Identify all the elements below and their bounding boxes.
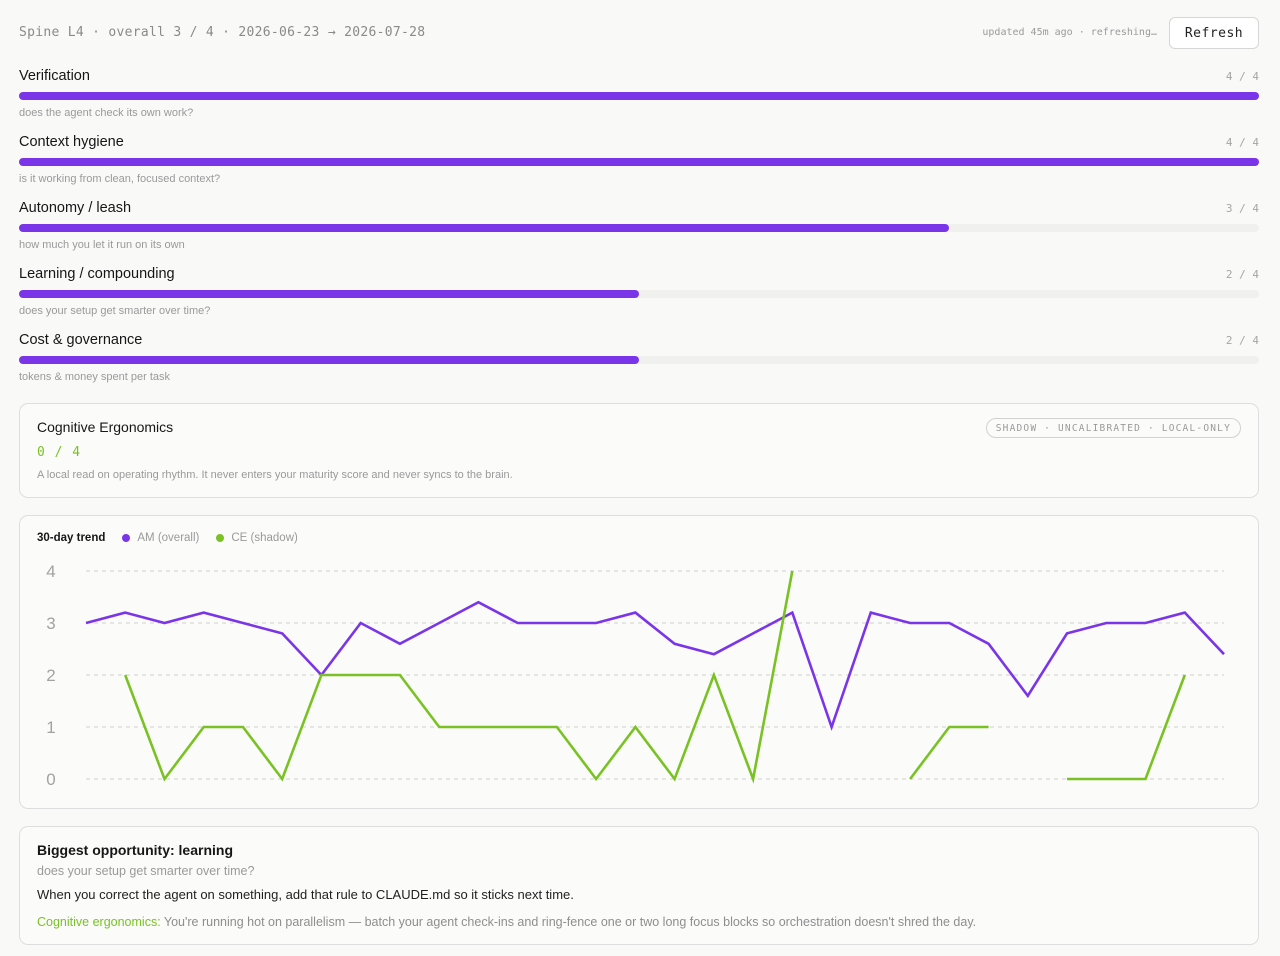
dimension-title: Context hygiene	[19, 134, 124, 150]
ce-status-badge: SHADOW · UNCALIBRATED · LOCAL-ONLY	[985, 418, 1241, 438]
dimension-title: Cost & governance	[19, 332, 143, 348]
progress-fill	[19, 92, 1259, 100]
legend-am-label: AM (overall)	[137, 532, 200, 544]
dimension-verification: Verification 4 / 4 does the agent check …	[19, 66, 1259, 132]
legend-am-dot-icon	[122, 534, 131, 542]
dimension-description: tokens & money spent per task	[19, 371, 171, 383]
dimension-title: Verification	[19, 68, 90, 84]
ce-note-label: Cognitive ergonomics:	[37, 915, 161, 929]
dimension-description: how much you let it run on its own	[19, 239, 185, 251]
series-line-am	[85, 600, 1225, 732]
y-tick-label: 0	[46, 770, 55, 789]
dimension-score: 2 / 4	[1225, 334, 1259, 347]
top-bar: Spine L4 · overall 3 / 4 · 2026-06-23 → …	[19, 17, 1259, 50]
y-tick-label: 2	[46, 666, 55, 685]
ce-title: Cognitive Ergonomics	[37, 419, 174, 435]
series-line-ce	[123, 570, 1187, 784]
trend-card: 0 1 2 3 4 30-day trend AM (overall) CE (shad…	[19, 515, 1259, 809]
dimension-list: Verification 4 / 4 does the agent check …	[19, 66, 1259, 396]
opportunity-title: Biggest opportunity: learning	[37, 842, 233, 858]
opportunity-card: Biggest opportunity: learning does your …	[19, 826, 1259, 945]
dimension-score: 4 / 4	[1225, 136, 1259, 149]
dimension-score: 3 / 4	[1225, 202, 1259, 215]
progress-fill	[19, 356, 639, 364]
dimension-learning: Learning / compounding 2 / 4 does your s…	[19, 264, 1259, 330]
trend-chart: 0 1 2 3 4	[46, 562, 1225, 789]
dimension-score: 2 / 4	[1225, 268, 1259, 281]
opportunity-body: When you correct the agent on something,…	[37, 887, 574, 902]
dimension-description: does the agent check its own work?	[19, 107, 194, 119]
progress-fill	[19, 290, 639, 298]
ce-description: A local read on operating rhythm. It nev…	[37, 469, 513, 481]
legend-ce: CE (shadow)	[216, 532, 298, 544]
cognitive-ergonomics-card: Cognitive Ergonomics 0 / 4 A local read …	[19, 403, 1259, 498]
progress-fill	[19, 224, 949, 232]
legend-am: AM (overall)	[122, 532, 199, 544]
trend-header: 30-day trend AM (overall) CE (shadow)	[37, 530, 315, 546]
y-tick-label: 4	[46, 562, 55, 581]
update-status: updated 45m ago · refreshing…	[982, 27, 1157, 38]
breadcrumb: Spine L4 · overall 3 / 4 · 2026-06-23 → …	[19, 25, 426, 40]
progress-track	[19, 224, 1259, 232]
y-tick-label: 3	[46, 614, 55, 633]
progress-track	[19, 158, 1259, 166]
dimension-title: Learning / compounding	[19, 266, 175, 282]
dimension-cost-governance: Cost & governance 2 / 4 tokens & money s…	[19, 330, 1259, 396]
dimension-autonomy: Autonomy / leash 3 / 4 how much you let …	[19, 198, 1259, 264]
trend-title: 30-day trend	[37, 532, 106, 544]
progress-fill	[19, 158, 1259, 166]
progress-track	[19, 92, 1259, 100]
opportunity-subtitle: does your setup get smarter over time?	[37, 864, 255, 878]
legend-ce-dot-icon	[216, 534, 225, 542]
refresh-button[interactable]: Refresh	[1169, 17, 1259, 49]
opportunity-ce-note: Cognitive ergonomics: You're running hot…	[37, 915, 976, 929]
ce-score: 0 / 4	[37, 445, 82, 460]
legend-ce-label: CE (shadow)	[231, 532, 298, 544]
dimension-score: 4 / 4	[1225, 70, 1259, 83]
dimension-title: Autonomy / leash	[19, 200, 132, 216]
ce-note-text: You're running hot on parallelism — batc…	[160, 915, 977, 929]
dimension-description: does your setup get smarter over time?	[19, 305, 211, 317]
dimension-description: is it working from clean, focused contex…	[19, 173, 221, 185]
progress-track	[19, 290, 1259, 298]
progress-track	[19, 356, 1259, 364]
y-tick-label: 1	[46, 718, 55, 737]
dimension-context-hygiene: Context hygiene 4 / 4 is it working from…	[19, 132, 1259, 198]
